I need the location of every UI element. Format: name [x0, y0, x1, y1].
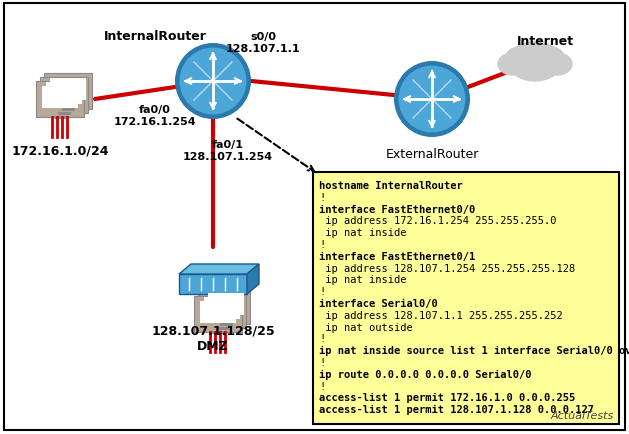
Text: hostname InternalRouter: hostname InternalRouter [319, 181, 463, 191]
FancyBboxPatch shape [202, 288, 250, 324]
Text: Internet: Internet [516, 35, 574, 48]
Text: !: ! [319, 286, 325, 296]
FancyBboxPatch shape [208, 294, 244, 315]
Circle shape [394, 62, 470, 138]
Ellipse shape [542, 54, 572, 76]
FancyBboxPatch shape [204, 298, 240, 319]
Ellipse shape [516, 62, 554, 82]
Circle shape [399, 66, 465, 133]
Text: s0/0: s0/0 [250, 32, 276, 42]
Ellipse shape [506, 48, 534, 68]
Text: DMZ: DMZ [197, 339, 229, 352]
Ellipse shape [529, 60, 557, 80]
Circle shape [179, 49, 247, 115]
Text: ip address 128.107.1.1 255.255.255.252: ip address 128.107.1.1 255.255.255.252 [319, 310, 563, 320]
Text: !: ! [319, 357, 325, 367]
Text: fa0/1: fa0/1 [212, 140, 244, 150]
Text: interface FastEthernet0/1: interface FastEthernet0/1 [319, 251, 476, 261]
FancyBboxPatch shape [44, 74, 92, 110]
Text: !: ! [319, 334, 325, 344]
FancyBboxPatch shape [42, 87, 78, 109]
Text: ip address 172.16.1.254 255.255.255.0: ip address 172.16.1.254 255.255.255.0 [319, 216, 557, 226]
Text: ip nat inside: ip nat inside [319, 228, 406, 238]
Text: ip nat inside: ip nat inside [319, 275, 406, 285]
Text: !: ! [319, 192, 325, 202]
Text: 172.16.1.254: 172.16.1.254 [114, 117, 196, 127]
FancyBboxPatch shape [50, 79, 86, 101]
Text: fa0/0: fa0/0 [139, 105, 171, 115]
FancyBboxPatch shape [36, 82, 84, 118]
Text: ip nat outside: ip nat outside [319, 322, 413, 332]
FancyBboxPatch shape [4, 4, 625, 430]
Text: ip nat inside source list 1 interface Serial0/0 overload: ip nat inside source list 1 interface Se… [319, 345, 629, 355]
Text: !: ! [319, 240, 325, 250]
FancyBboxPatch shape [40, 78, 88, 114]
FancyBboxPatch shape [313, 173, 619, 424]
Text: 128.107.1.128/25: 128.107.1.128/25 [151, 324, 275, 337]
FancyBboxPatch shape [194, 296, 242, 332]
Text: InternalRouter: InternalRouter [104, 30, 206, 43]
Text: !: ! [319, 381, 325, 391]
Text: ip route 0.0.0.0 0.0.0.0 Serial0/0: ip route 0.0.0.0 0.0.0.0 Serial0/0 [319, 369, 532, 379]
Text: 128.107.1.254: 128.107.1.254 [183, 151, 273, 161]
FancyBboxPatch shape [198, 293, 246, 328]
Polygon shape [179, 264, 259, 274]
FancyBboxPatch shape [179, 274, 247, 294]
Text: ActualTests: ActualTests [551, 410, 614, 420]
Text: access-list 1 permit 128.107.1.128 0.0.0.127: access-list 1 permit 128.107.1.128 0.0.0… [319, 404, 594, 414]
Text: interface FastEthernet0/0: interface FastEthernet0/0 [319, 204, 476, 214]
Text: interface Serial0/0: interface Serial0/0 [319, 298, 438, 308]
Circle shape [175, 44, 251, 120]
Ellipse shape [498, 54, 528, 76]
Text: access-list 1 permit 172.16.1.0 0.0.0.255: access-list 1 permit 172.16.1.0 0.0.0.25… [319, 392, 576, 402]
Polygon shape [247, 264, 259, 294]
Ellipse shape [509, 43, 561, 77]
Text: 128.107.1.1: 128.107.1.1 [226, 44, 300, 54]
FancyBboxPatch shape [200, 302, 236, 323]
FancyBboxPatch shape [46, 83, 82, 105]
Ellipse shape [536, 48, 564, 68]
Text: ip address 128.107.1.254 255.255.255.128: ip address 128.107.1.254 255.255.255.128 [319, 263, 576, 273]
Ellipse shape [513, 60, 541, 80]
Text: ExternalRouter: ExternalRouter [386, 148, 479, 161]
Text: 172.16.1.0/24: 172.16.1.0/24 [11, 145, 109, 158]
